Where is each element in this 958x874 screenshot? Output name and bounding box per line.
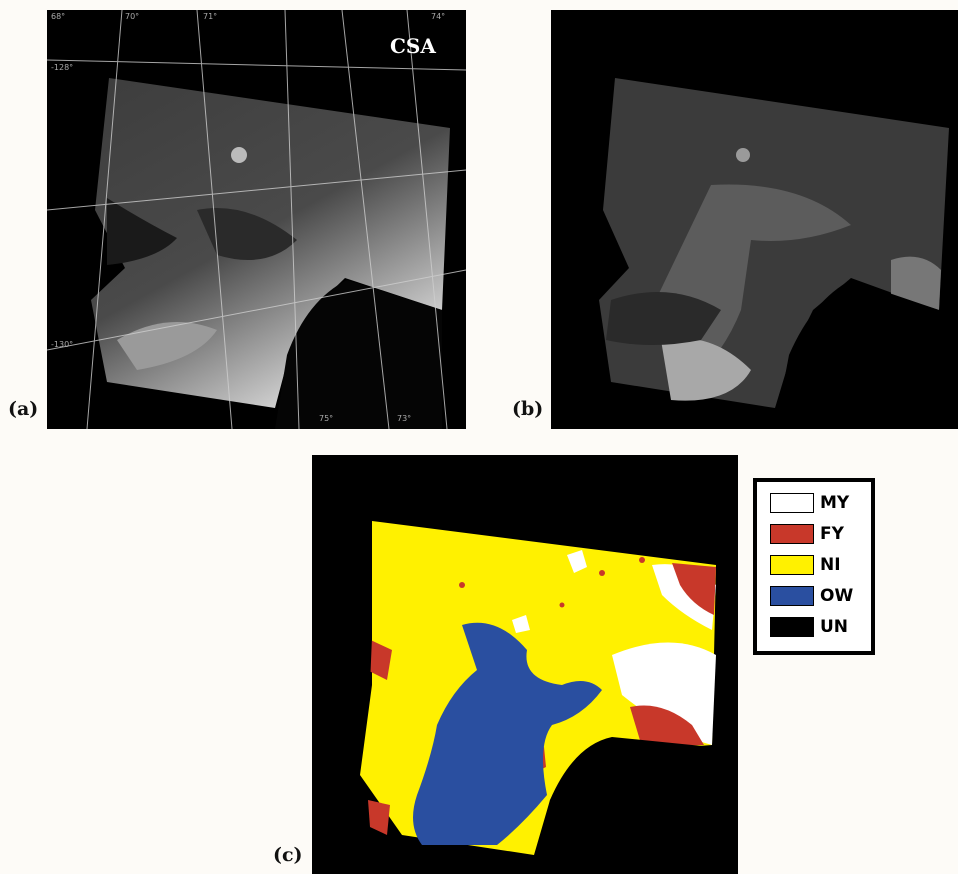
graticule-label: -130° — [51, 340, 74, 349]
classification-map-panel-c — [312, 455, 738, 874]
legend-item: UN — [770, 616, 848, 638]
legend-label: OW — [820, 586, 854, 606]
graticule-label: -128° — [51, 63, 74, 72]
graticule-label: 68° — [51, 12, 66, 21]
ice-class-legend: MY FY NI OW UN — [753, 478, 875, 655]
legend-swatch — [770, 524, 814, 544]
legend-item: MY — [770, 492, 849, 514]
legend-item: OW — [770, 585, 853, 607]
legend-swatch — [770, 617, 814, 637]
panel-label-a: (a) — [8, 398, 39, 420]
panel-label-c: (c) — [273, 844, 303, 866]
legend-label: NI — [820, 555, 841, 575]
graticule-label: 74° — [431, 12, 446, 21]
legend-label: FY — [820, 524, 844, 544]
graticule-label: 71° — [203, 12, 218, 21]
sar-image-panel-a: CSA 68° 70° 71° 74° -128° -130° 75° 73° — [47, 10, 466, 429]
legend-label: MY — [820, 493, 850, 513]
graticule-label: 70° — [125, 12, 140, 21]
panel-label-b: (b) — [512, 398, 544, 420]
legend-item: FY — [770, 523, 844, 545]
legend-swatch — [770, 493, 814, 513]
legend-swatch — [770, 555, 814, 575]
sar-image-a — [47, 10, 466, 429]
legend-item: NI — [770, 554, 841, 576]
legend-label: UN — [820, 617, 849, 637]
graticule-label: 73° — [397, 414, 412, 423]
segmented-image-panel-b — [551, 10, 958, 429]
csa-badge: CSA — [390, 34, 436, 58]
segmented-image-b — [599, 78, 949, 429]
classification-map-c — [342, 521, 716, 874]
graticule-label: 75° — [319, 414, 334, 423]
legend-swatch — [770, 586, 814, 606]
